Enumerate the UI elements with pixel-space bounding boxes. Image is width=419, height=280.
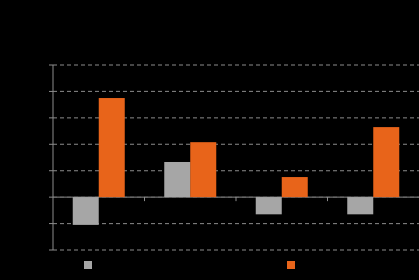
bar [190,142,217,198]
bar [255,197,282,215]
bar [164,161,191,198]
bar [347,197,374,215]
bar [98,98,125,198]
legend-swatch [84,261,92,269]
bar [72,197,99,225]
bar [373,127,400,198]
bar [281,177,308,198]
legend-swatch [287,261,295,269]
